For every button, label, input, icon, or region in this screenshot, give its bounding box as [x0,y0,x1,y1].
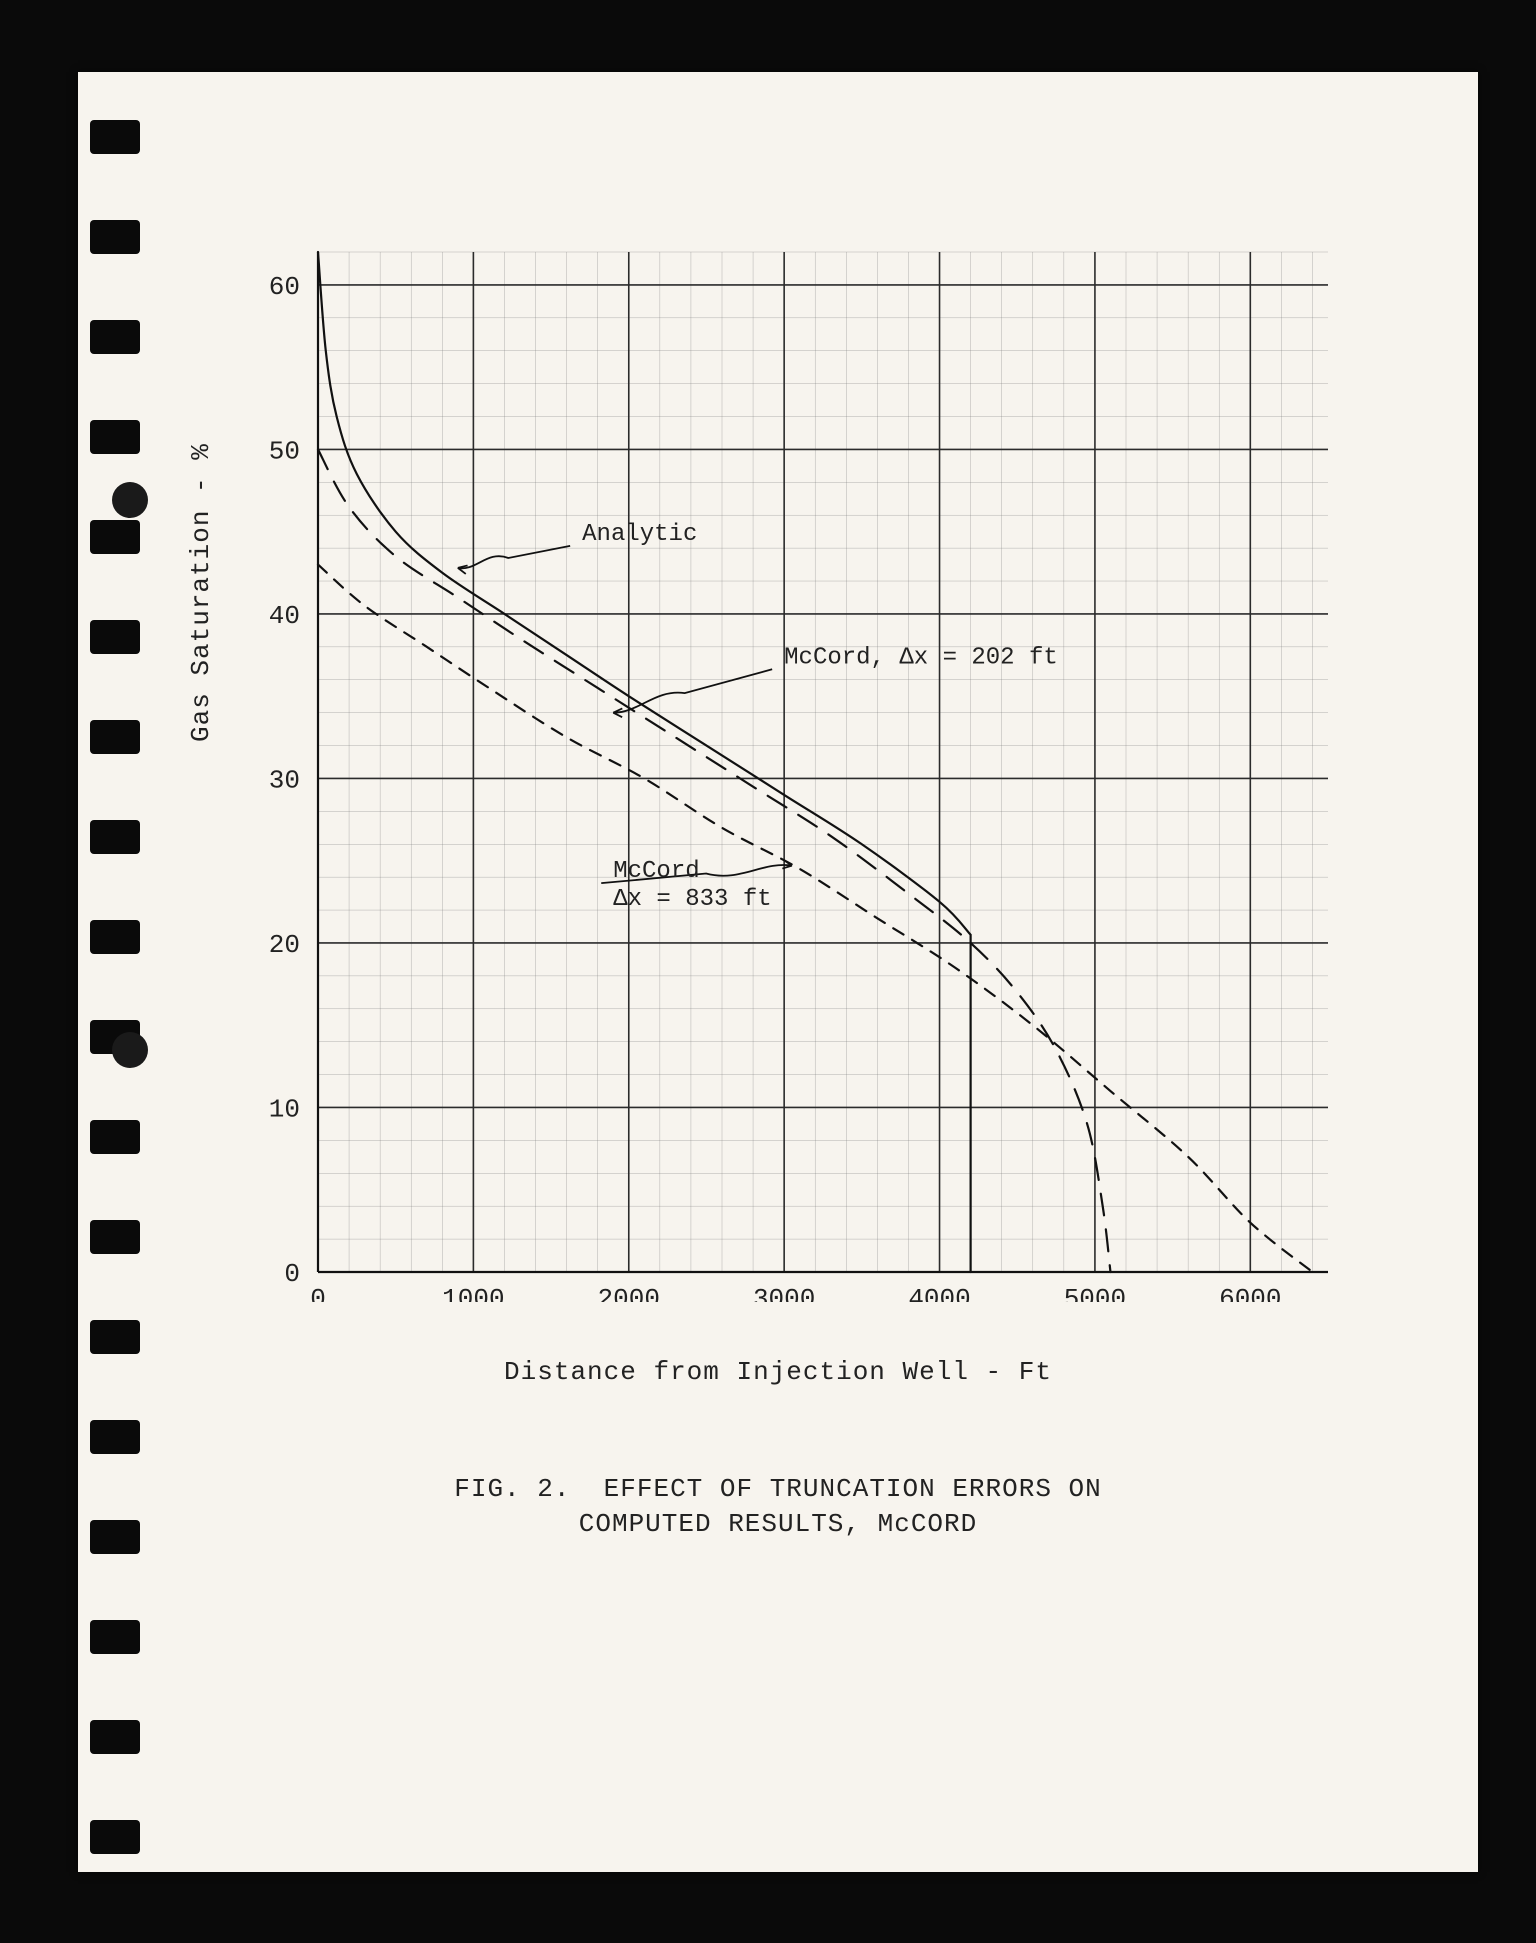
svg-text:4000: 4000 [908,1284,970,1302]
binding-hole [90,420,140,454]
svg-text:40: 40 [269,601,300,631]
binding-hole [90,1420,140,1454]
svg-text:0: 0 [310,1284,326,1302]
binding-hole [90,1720,140,1754]
svg-text:0: 0 [284,1259,300,1289]
figure-caption: FIG. 2. EFFECT OF TRUNCATION ERRORS ON C… [78,1472,1478,1542]
binding-hole [90,1620,140,1654]
svg-text:5000: 5000 [1064,1284,1126,1302]
svg-text:McCord: McCord [613,858,699,885]
svg-text:60: 60 [269,272,300,302]
svg-text:McCord, Δx = 202 ft: McCord, Δx = 202 ft [784,644,1058,671]
punch-hole [112,482,148,518]
svg-text:6000: 6000 [1219,1284,1281,1302]
binding-hole [90,620,140,654]
x-axis-label: Distance from Injection Well - Ft [78,1357,1478,1387]
svg-text:Δx = 833 ft: Δx = 833 ft [613,886,771,913]
svg-text:3000: 3000 [753,1284,815,1302]
binding-hole [90,1320,140,1354]
svg-text:50: 50 [269,436,300,466]
caption-line1: FIG. 2. EFFECT OF TRUNCATION ERRORS ON [454,1474,1102,1504]
binding-hole [90,320,140,354]
paper-page: Gas Saturation - % 010002000300040005000… [78,72,1478,1872]
svg-text:30: 30 [269,765,300,795]
binding-hole [90,520,140,554]
binding-hole [90,1120,140,1154]
svg-text:10: 10 [269,1094,300,1124]
chart-svg: 0 1000 2000 3000 4000 5000 6000 0 10 20 30 40 50 60 An… [238,242,1338,1302]
chart-area: 0 1000 2000 3000 4000 5000 6000 0 10 20 30 40 50 60 An… [238,242,1338,1302]
y-axis-label: Gas Saturation - % [186,443,216,742]
binding-hole [90,120,140,154]
caption-line2: COMPUTED RESULTS, McCORD [579,1509,977,1539]
svg-text:20: 20 [269,930,300,960]
binding-hole [90,920,140,954]
svg-text:Analytic: Analytic [582,521,697,548]
binding-hole [90,820,140,854]
svg-text:2000: 2000 [598,1284,660,1302]
punch-hole [112,1032,148,1068]
svg-text:1000: 1000 [442,1284,504,1302]
binding-hole [90,720,140,754]
binding-hole [90,220,140,254]
binding-hole [90,1820,140,1854]
binding-hole [90,1220,140,1254]
